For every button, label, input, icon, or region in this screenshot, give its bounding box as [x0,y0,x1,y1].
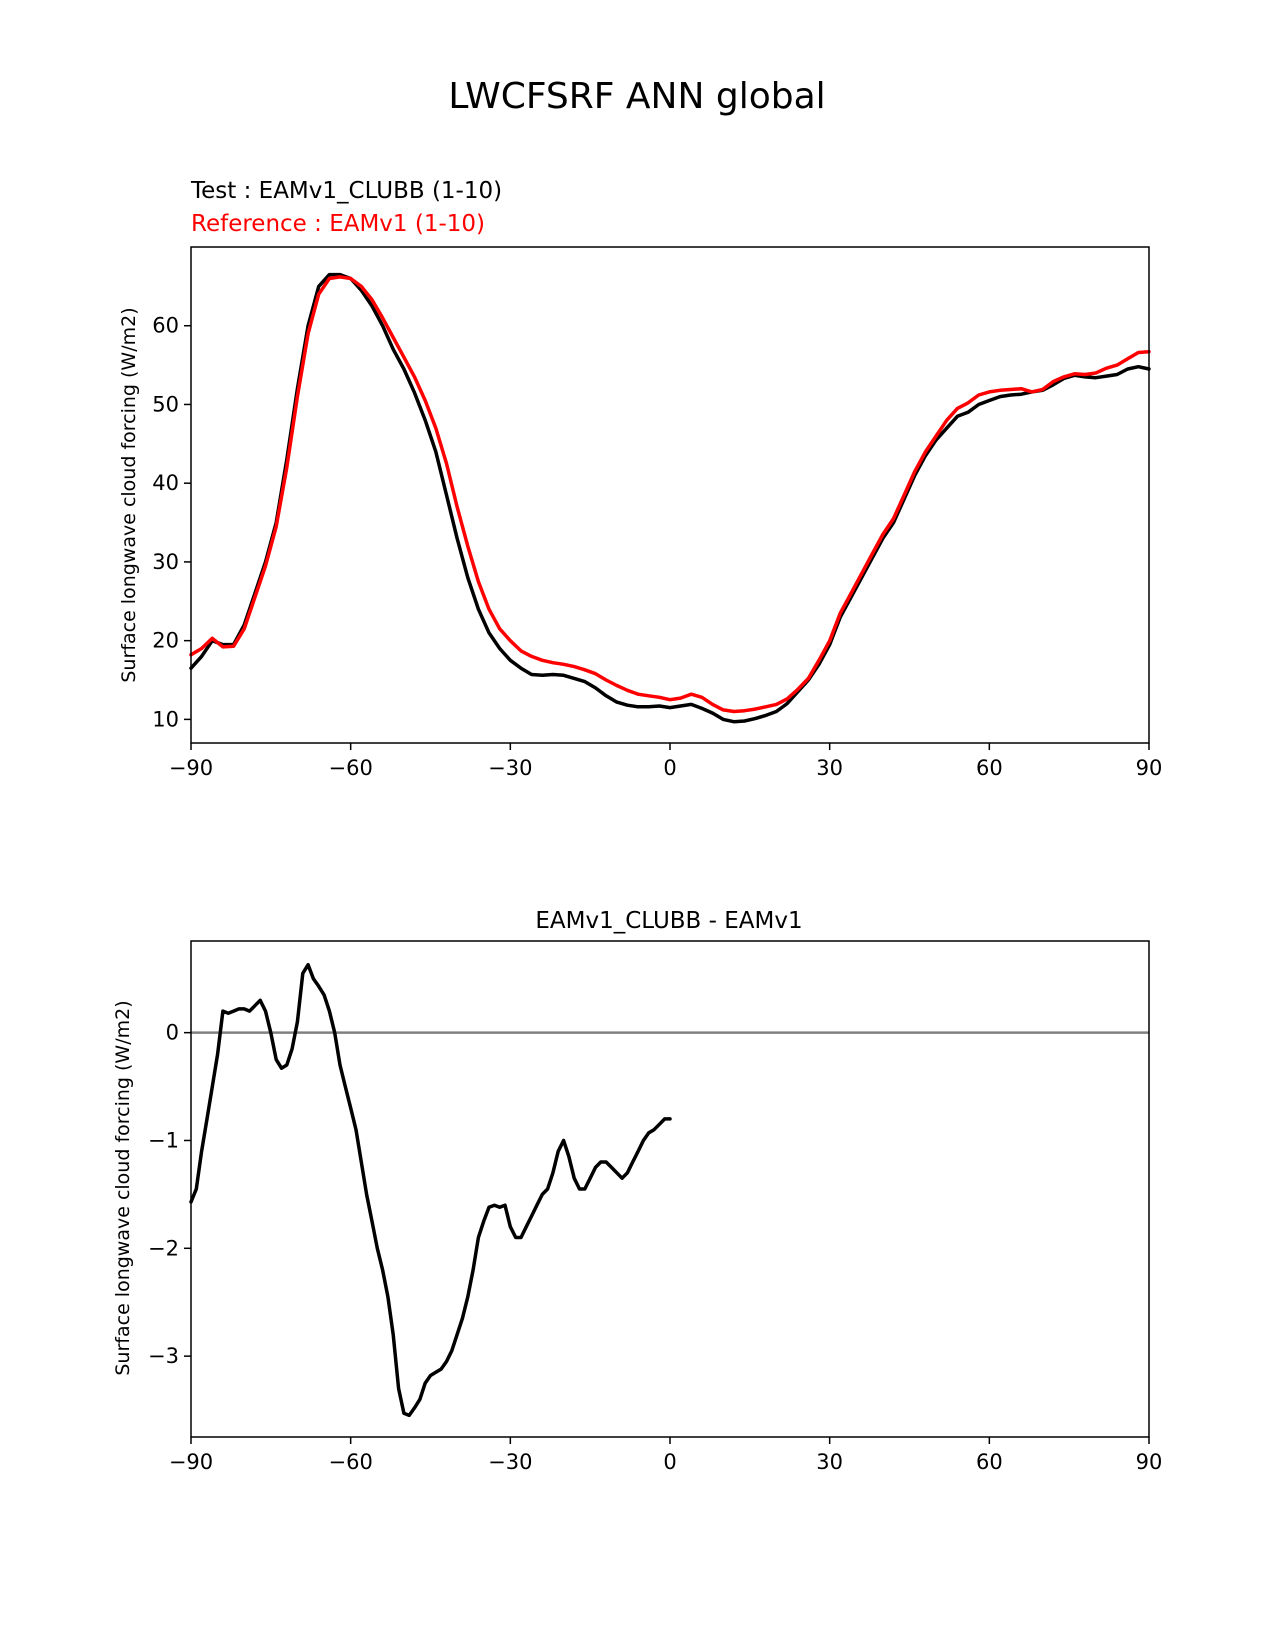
bottom-xtick-label: 0 [663,1450,676,1474]
top-xtick-label: 30 [816,756,843,780]
top-xtick-label: −60 [329,756,373,780]
bottom-xtick-label: −30 [488,1450,532,1474]
bottom-xtick-label: −90 [169,1450,213,1474]
bottom-panel-title: EAMv1_CLUBB - EAMv1 [535,908,802,934]
bottom-ytick-label: −3 [148,1344,179,1368]
top-ytick-label: 20 [152,629,179,653]
bottom-xtick-label: 60 [976,1450,1003,1474]
test-series-line [189,272,1151,724]
top-xtick-label: −30 [488,756,532,780]
bottom-xtick-label: 90 [1136,1450,1163,1474]
figure-title: LWCFSRF ANN global [448,76,825,117]
top-ytick-label: 40 [152,471,179,495]
test-legend-label: Test : EAMv1_CLUBB (1-10) [190,178,502,204]
top-panel-ylabel: Surface longwave cloud forcing (W/m2) [118,307,140,682]
top-ytick-label: 30 [152,550,179,574]
bottom-ytick-label: −1 [148,1128,179,1152]
top-xtick-label: 60 [976,756,1003,780]
bottom-xtick-label: −60 [329,1450,373,1474]
top-ytick-label: 60 [152,314,179,338]
difference-series-line [189,962,672,1418]
bottom-panel-ylabel: Surface longwave cloud forcing (W/m2) [112,1000,134,1375]
bottom-panel: EAMv1_CLUBB - EAMv1 Surface longwave clo… [112,908,1162,1474]
bottom-ytick-label: 0 [166,1021,179,1045]
bottom-xtick-label: 30 [816,1450,843,1474]
bottom-ytick-label: −2 [148,1236,179,1260]
top-xtick-label: −90 [169,756,213,780]
top-ytick-label: 50 [152,392,179,416]
top-ytick-label: 10 [152,707,179,731]
top-panel: Test : EAMv1_CLUBB (1-10) Reference : EA… [118,178,1162,780]
reference-series-line [189,275,1151,714]
top-xtick-label: 90 [1136,756,1163,780]
reference-legend-label: Reference : EAMv1 (1-10) [191,211,485,237]
bottom-panel-frame [190,940,1150,1438]
top-xtick-label: 0 [663,756,676,780]
top-panel-frame [190,246,1150,744]
